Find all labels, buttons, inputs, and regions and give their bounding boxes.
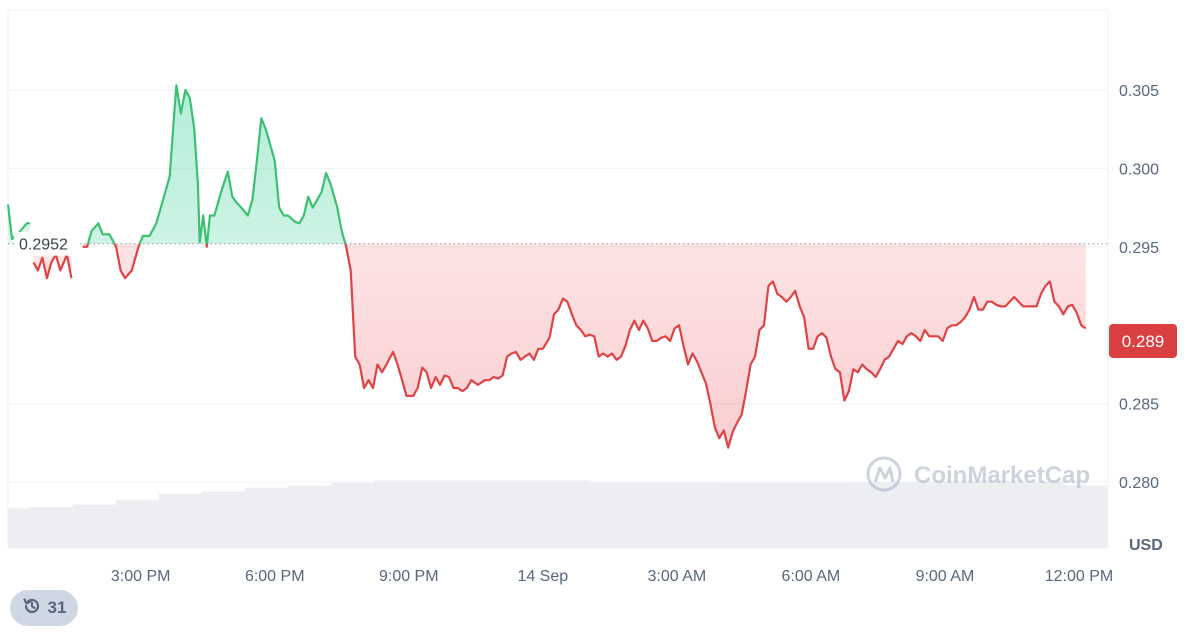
current-price-tag-text: 0.289 (1122, 332, 1165, 351)
history-badge[interactable]: 31 (10, 590, 78, 626)
volume-bar (805, 482, 849, 548)
price-area-below-baseline (82, 243, 1086, 448)
y-tick-label: 0.285 (1119, 397, 1159, 414)
volume-bar (374, 480, 418, 548)
volume-bar (158, 493, 202, 548)
coinmarketcap-logo-icon (866, 456, 902, 492)
volume-bar (891, 481, 935, 548)
volume-bar (546, 480, 590, 548)
volume-bar (288, 485, 332, 548)
price-area-above-baseline (82, 85, 1086, 244)
volume-bars (8, 480, 1108, 548)
x-tick-label: 3:00 PM (111, 568, 171, 585)
volume-bar (115, 499, 159, 548)
x-tick-label: 9:00 PM (379, 568, 439, 585)
volume-bar (29, 507, 73, 548)
volume-bar (1021, 481, 1065, 548)
volume-bar (762, 482, 806, 548)
x-tick-label: 6:00 PM (245, 568, 305, 585)
volume-bar (1064, 485, 1108, 548)
price-line-down (82, 243, 1087, 449)
y-tick-label: 0.295 (1119, 240, 1159, 257)
price-line-up (86, 84, 347, 244)
x-tick-label: 12:00 PM (1045, 568, 1113, 585)
price-line-up (6, 204, 30, 241)
price-line (6, 84, 1087, 449)
x-tick-label: 3:00 AM (647, 568, 706, 585)
baseline-label-bg (14, 231, 80, 256)
volume-bar (417, 480, 461, 548)
baseline-label-text: 0.2952 (19, 237, 68, 254)
volume-bar (245, 487, 289, 548)
y-tick-label: 0.305 (1119, 83, 1159, 100)
volume-bar (201, 491, 246, 548)
price-line-down (32, 253, 73, 280)
price-area (8, 85, 1086, 448)
volume-bar (460, 480, 504, 548)
volume-bar (848, 481, 892, 548)
history-count: 31 (47, 598, 67, 617)
volume-bar (719, 482, 763, 548)
volume-bar (977, 480, 1022, 548)
volume-bar (72, 504, 116, 548)
volume-bar (589, 481, 634, 548)
history-icon (22, 596, 42, 621)
current-price-tag-bg (1109, 323, 1177, 358)
current-price-tag: 0.289 (1109, 323, 1177, 358)
y-tick-label: 0.300 (1119, 161, 1159, 178)
volume-bar (934, 480, 978, 548)
volume-bar (503, 480, 547, 548)
volume-bar (331, 482, 375, 548)
x-tick-label: 6:00 AM (782, 568, 841, 585)
baseline-label: 0.2952 (14, 231, 80, 256)
x-tick-label: 9:00 AM (916, 568, 975, 585)
watermark-text: CoinMarketCap (914, 462, 1090, 489)
watermark: CoinMarketCap (866, 456, 1090, 492)
y-tick-label: 0.280 (1119, 475, 1159, 492)
currency-label: USD (1129, 537, 1163, 554)
volume-bar (633, 481, 677, 548)
x-tick-label: 14 Sep (517, 568, 568, 585)
volume-bar (676, 481, 720, 548)
